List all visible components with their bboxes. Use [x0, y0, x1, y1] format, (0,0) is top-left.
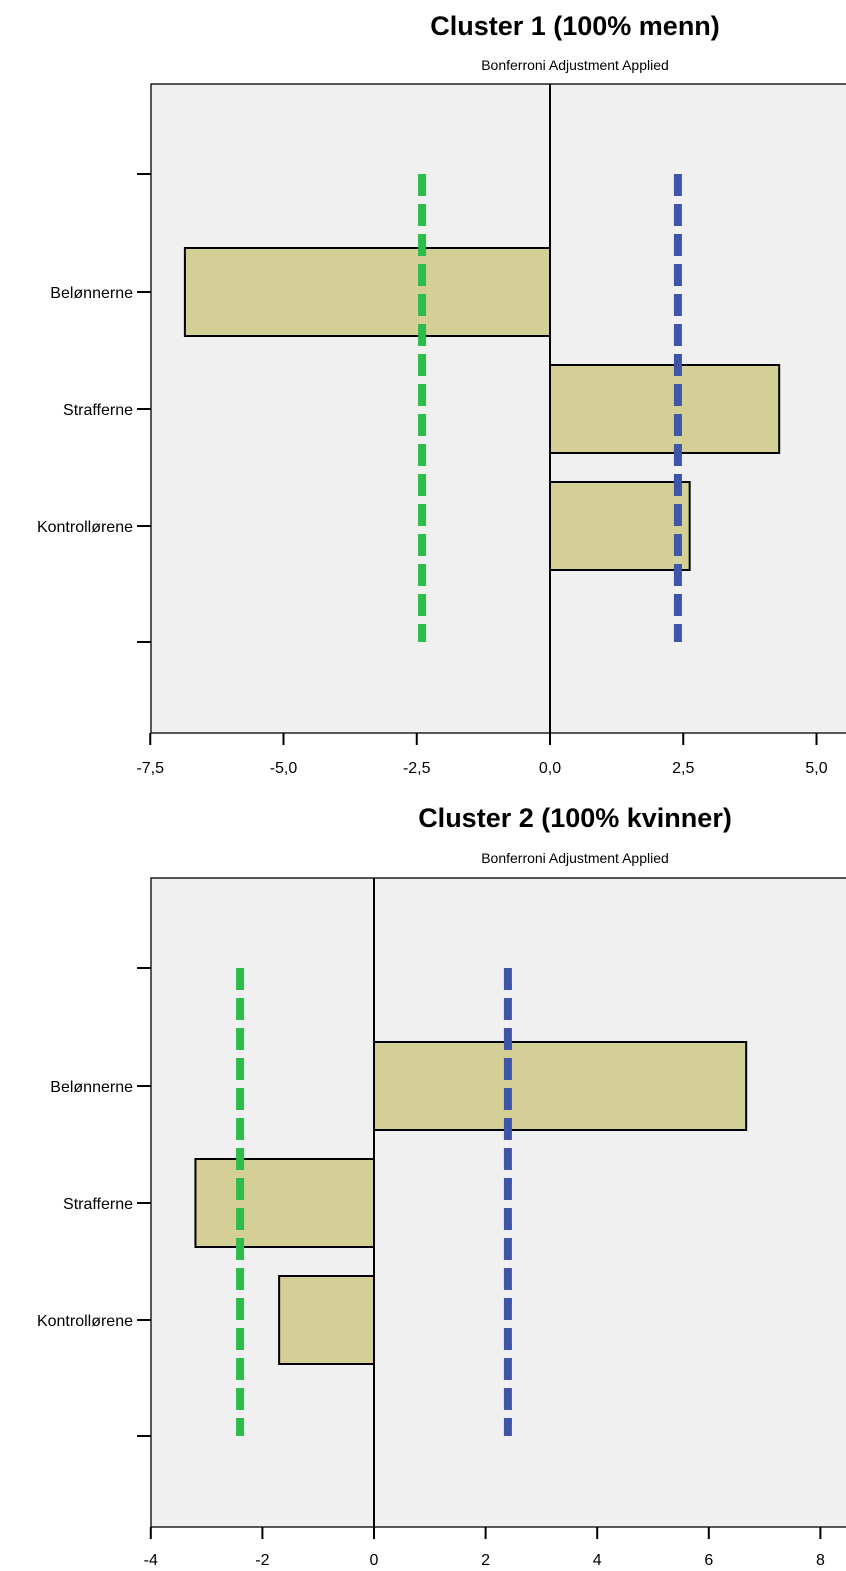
chart-subtitle: Bonferroni Adjustment Applied [481, 57, 669, 73]
bar-1 [183, 247, 552, 337]
x-tick-label: 4 [593, 1552, 602, 1569]
bar-1 [373, 1041, 748, 1131]
x-tick-label: 0 [370, 1552, 379, 1569]
x-tick-label: 6 [704, 1552, 713, 1569]
y-tick-label: Belønnerne [50, 285, 133, 302]
x-tick-label: -2,5 [403, 760, 431, 777]
y-tick-label: Kontrollørene [37, 519, 133, 536]
x-tick-label: -7,5 [136, 760, 164, 777]
y-tick-label: Strafferne [63, 1196, 133, 1213]
x-tick-label: 2,5 [672, 760, 694, 777]
x-tick-label: -5,0 [270, 760, 298, 777]
x-tick-label: -4 [144, 1552, 158, 1569]
bar-2 [194, 1158, 375, 1248]
x-tick-label: 2 [481, 1552, 490, 1569]
y-tick-label: Strafferne [63, 402, 133, 419]
chart-subtitle: Bonferroni Adjustment Applied [481, 850, 669, 866]
y-tick-label: Kontrollørene [37, 1313, 133, 1330]
x-tick-label: -2 [255, 1552, 269, 1569]
x-tick-label: 0,0 [539, 760, 561, 777]
y-tick-label: Belønnerne [50, 1079, 133, 1096]
x-tick-label: 5,0 [805, 760, 827, 777]
chart-title: Cluster 2 (100% kvinner) [418, 803, 732, 833]
chart-title: Cluster 1 (100% menn) [430, 11, 720, 41]
x-tick-label: 8 [816, 1552, 825, 1569]
bar-3 [278, 1275, 376, 1365]
bar-2 [549, 364, 781, 454]
bar-3 [549, 481, 691, 571]
